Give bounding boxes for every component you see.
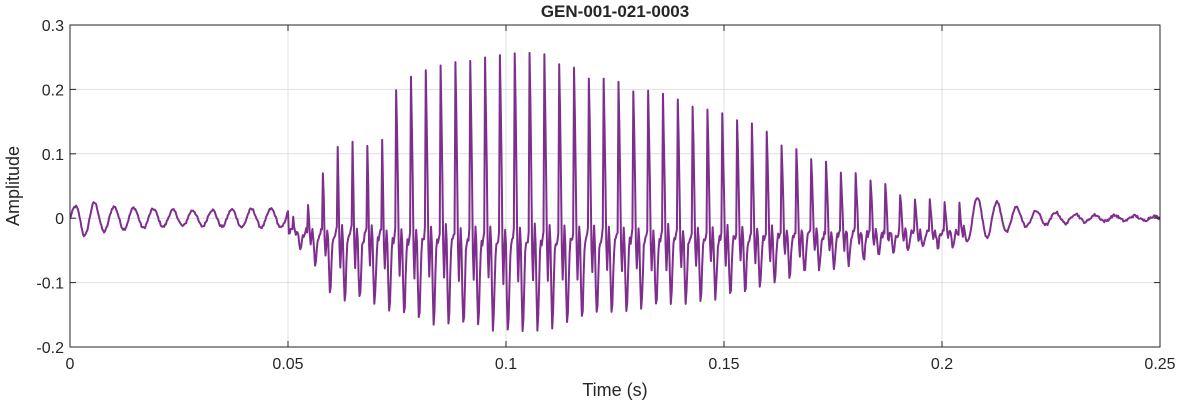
y-tick-label: 0.1 (42, 147, 64, 164)
x-tick-label: 0.05 (272, 356, 303, 373)
y-tick-label: 0.2 (42, 82, 64, 99)
x-tick-label: 0.25 (1144, 356, 1175, 373)
x-axis: 0 0.05 0.1 0.15 0.2 0.25 (66, 25, 1176, 373)
y-tick-label: -0.2 (36, 340, 64, 357)
x-tick-label: 0.1 (495, 356, 517, 373)
y-axis: -0.2 -0.1 0 0.1 0.2 0.3 (36, 18, 1160, 357)
x-tick-label: 0.15 (708, 356, 739, 373)
chart-title: GEN-001-021-0003 (541, 2, 689, 21)
waveform-line (70, 51, 1160, 333)
x-axis-label: Time (s) (582, 380, 647, 400)
y-tick-label: -0.1 (36, 276, 64, 293)
y-tick-label: 0 (55, 211, 64, 228)
x-tick-label: 0 (66, 356, 75, 373)
axes-box (69, 24, 1161, 348)
x-tick-label: 0.2 (931, 356, 953, 373)
y-axis-label: Amplitude (3, 146, 23, 226)
y-tick-label: 0.3 (42, 18, 64, 35)
